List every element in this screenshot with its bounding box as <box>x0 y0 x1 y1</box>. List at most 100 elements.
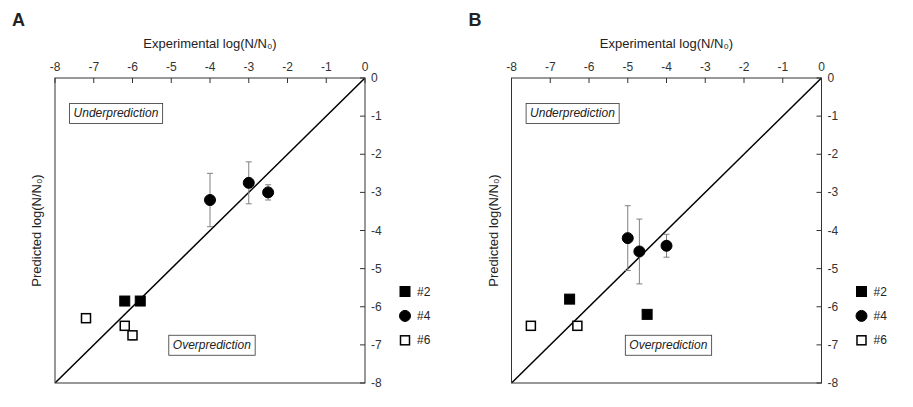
series <box>120 296 146 306</box>
y-tick <box>817 230 822 231</box>
annotation: Overprediction <box>169 335 255 355</box>
error-cap <box>664 257 670 258</box>
x-tick <box>821 78 822 83</box>
point <box>526 321 535 330</box>
x-tick-label: -2 <box>282 60 293 74</box>
legend-marker <box>857 287 867 297</box>
y-tick <box>817 383 822 384</box>
series <box>526 321 582 330</box>
y-tick <box>817 268 822 269</box>
error-cap <box>625 270 631 271</box>
x-tick-label: -7 <box>545 60 556 74</box>
legend-label: #2 <box>874 285 888 299</box>
y-tick-label: -2 <box>828 147 839 161</box>
y-tick-label: -5 <box>828 262 839 276</box>
y-tick <box>360 383 365 384</box>
y-tick-label: -7 <box>828 338 839 352</box>
x-tick <box>55 78 56 83</box>
x-tick-label: 0 <box>818 60 825 74</box>
y-tick <box>360 154 365 155</box>
x-tick <box>287 78 288 83</box>
y-tick-label: -2 <box>371 147 382 161</box>
x-tick-label: -4 <box>661 60 672 74</box>
series <box>82 314 138 340</box>
error-cap <box>207 173 213 174</box>
x-tick-label: -8 <box>506 60 517 74</box>
plot-area <box>512 78 822 383</box>
error-cap <box>664 234 670 235</box>
x-tick <box>171 78 172 83</box>
y-tick-label: -7 <box>371 338 382 352</box>
x-tick-label: -2 <box>739 60 750 74</box>
point <box>573 321 582 330</box>
y-tick-label: -4 <box>371 224 382 238</box>
x-tick <box>365 78 366 83</box>
point <box>565 294 575 304</box>
x-tick <box>326 78 327 83</box>
y-axis-label: Predicted log(N/N₀) <box>486 174 501 286</box>
x-tick <box>210 78 211 83</box>
x-tick <box>705 78 706 83</box>
legend-label: #2 <box>417 285 431 299</box>
error-cap <box>265 184 271 185</box>
legend-marker <box>401 336 410 345</box>
y-tick <box>360 268 365 269</box>
y-tick-label: -3 <box>828 185 839 199</box>
panel-label: A <box>12 10 25 30</box>
annotation-box <box>70 103 163 123</box>
x-tick <box>132 78 133 83</box>
annotation-box <box>625 335 711 355</box>
series <box>205 162 274 227</box>
legend-label: #6 <box>417 333 431 347</box>
y-tick-label: -8 <box>371 376 382 390</box>
annotation: Underprediction <box>526 103 619 123</box>
annotation-text: Overprediction <box>173 338 251 352</box>
legend-marker <box>856 310 867 321</box>
error-cap <box>636 219 642 220</box>
legend-marker <box>857 336 866 345</box>
y-tick <box>360 192 365 193</box>
annotation-box <box>526 103 619 123</box>
panel-label: B <box>469 10 482 30</box>
plot-area <box>55 78 365 383</box>
y-tick <box>817 344 822 345</box>
y-tick <box>360 78 365 79</box>
point <box>120 321 129 330</box>
annotation: Underprediction <box>70 103 163 123</box>
series <box>565 294 653 319</box>
annotation-text: Overprediction <box>629 338 707 352</box>
annotation-box <box>169 335 255 355</box>
x-tick <box>248 78 249 83</box>
legend-marker <box>400 287 410 297</box>
x-tick-label: -1 <box>321 60 332 74</box>
y-tick-label: -1 <box>828 109 839 123</box>
x-tick <box>511 78 512 83</box>
y-tick <box>360 230 365 231</box>
point <box>263 187 274 198</box>
point <box>661 240 672 251</box>
point <box>120 296 130 306</box>
panel: B-8-7-6-5-4-3-2-100-1-2-3-4-5-6-7-8Exper… <box>469 10 888 390</box>
x-tick-label: -1 <box>777 60 788 74</box>
y-tick <box>817 154 822 155</box>
legend-label: #4 <box>417 309 431 323</box>
x-tick-label: -3 <box>700 60 711 74</box>
series <box>622 206 672 284</box>
y-tick-label: -1 <box>371 109 382 123</box>
point <box>622 233 633 244</box>
point <box>82 314 91 323</box>
x-tick-label: -6 <box>127 60 138 74</box>
y-tick <box>817 78 822 79</box>
error-cap <box>636 283 642 284</box>
error-cap <box>246 203 252 204</box>
y-tick <box>360 344 365 345</box>
x-tick <box>550 78 551 83</box>
y-tick-label: 0 <box>371 71 378 85</box>
error-cap <box>625 205 631 206</box>
annotation-text: Underprediction <box>74 106 159 120</box>
point <box>128 331 137 340</box>
error-cap <box>207 226 213 227</box>
chart-root: A-8-7-6-5-4-3-2-100-1-2-3-4-5-6-7-8Exper… <box>0 0 913 407</box>
x-tick <box>666 78 667 83</box>
y-tick <box>817 116 822 117</box>
